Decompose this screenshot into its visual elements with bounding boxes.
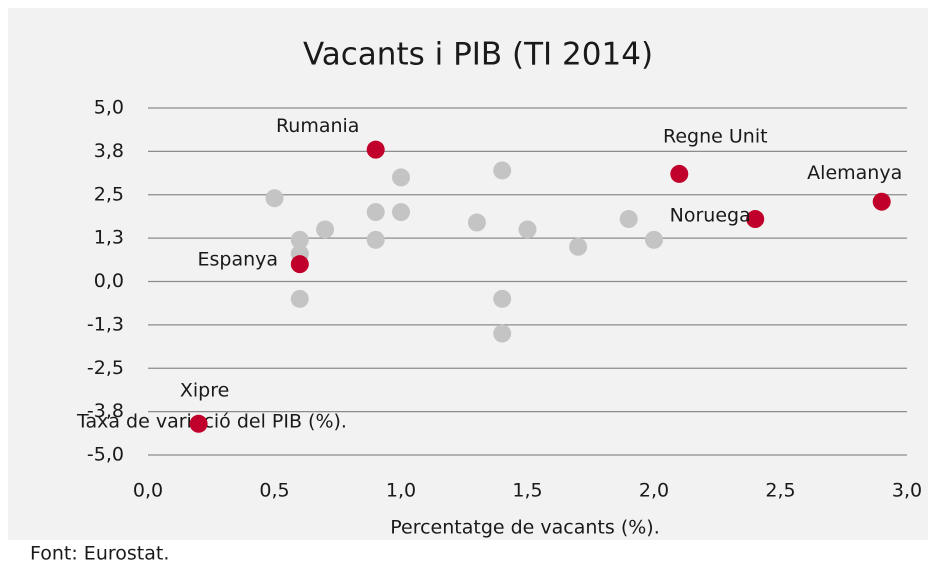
point <box>366 203 385 222</box>
y-tick-label: 3,8 <box>94 140 124 162</box>
y-tick-label: 5,0 <box>94 97 124 119</box>
point <box>645 230 663 249</box>
point <box>316 220 335 239</box>
point <box>467 213 486 232</box>
point <box>290 289 309 308</box>
point-label: Regne Unit <box>663 125 768 147</box>
point <box>366 230 385 249</box>
x-axis-label: Percentatge de vacants (%). <box>390 517 660 539</box>
point <box>290 255 309 274</box>
point-label: Rumania <box>276 115 360 137</box>
y-tick-label: 2,5 <box>94 183 124 205</box>
point <box>265 189 284 208</box>
chart-title: Vacants i PIB (TI 2014) <box>303 37 653 73</box>
point <box>493 161 512 180</box>
x-tick-label: 1,5 <box>512 480 542 502</box>
point <box>619 210 638 229</box>
x-tick-label: 3,0 <box>892 480 922 502</box>
y-tick-label: -5,0 <box>87 444 124 466</box>
x-tick-label: 0,0 <box>133 480 163 502</box>
x-tick-label: 0,5 <box>259 480 289 502</box>
point-label: Xipre <box>180 379 229 401</box>
y-tick-label: -2,5 <box>87 357 124 379</box>
x-tick-label: 1,0 <box>386 480 416 502</box>
y-tick-label: -1,3 <box>87 313 124 335</box>
point <box>872 192 891 211</box>
point <box>569 237 588 256</box>
y-tick-label: -3,8 <box>87 400 124 422</box>
point <box>670 164 689 183</box>
chart-background <box>8 8 928 540</box>
point <box>493 324 512 343</box>
y-axis-label: Taxa de variació del PIB (%). <box>76 411 347 433</box>
point <box>746 210 765 229</box>
point-label: Espanya <box>198 249 279 271</box>
point <box>290 230 309 249</box>
point-label: Noruega <box>670 205 751 227</box>
point <box>392 203 410 222</box>
y-tick-label: 0,0 <box>94 270 124 292</box>
point <box>493 289 512 308</box>
point-label: Alemanya <box>807 162 902 184</box>
source: Font: Eurostat. <box>30 543 169 565</box>
point <box>189 414 208 433</box>
point <box>366 140 385 159</box>
x-tick-label: 2,5 <box>765 480 795 502</box>
y-tick-label: 1,3 <box>94 227 124 249</box>
point <box>392 168 410 187</box>
point <box>518 220 537 239</box>
x-tick-label: 2,0 <box>639 480 669 502</box>
